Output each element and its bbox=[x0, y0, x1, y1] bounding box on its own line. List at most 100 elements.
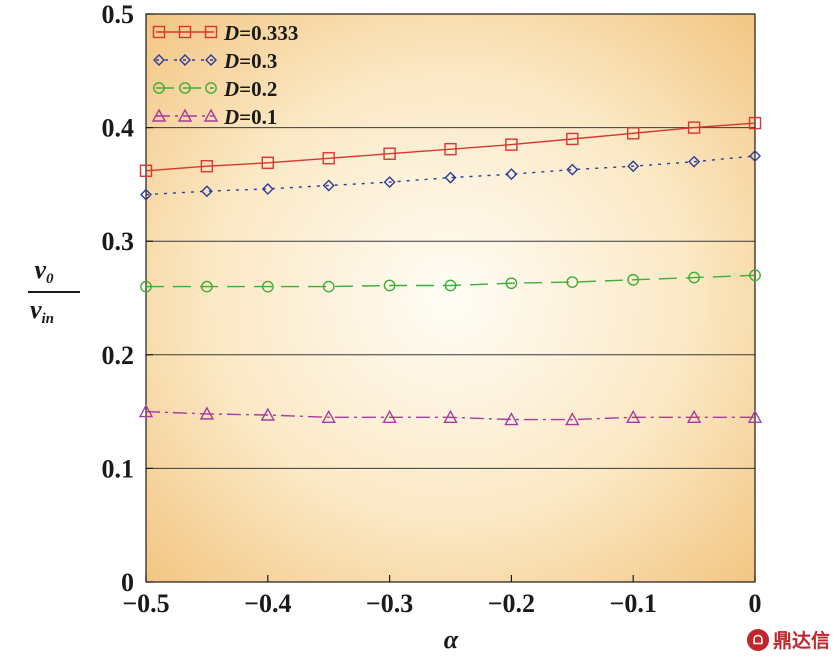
series-layer bbox=[138, 116, 763, 426]
svg-text:vin: vin bbox=[30, 295, 54, 327]
legend-marker bbox=[179, 82, 191, 94]
legend-marker bbox=[152, 25, 166, 39]
data-point bbox=[383, 147, 396, 160]
legend-marker bbox=[204, 25, 218, 39]
y-tick-label: 0.5 bbox=[102, 0, 135, 29]
y-axis-title: v0 vin bbox=[28, 255, 80, 327]
data-point bbox=[200, 185, 213, 198]
data-point bbox=[505, 138, 518, 151]
watermark: ᗝ 鼎达信 bbox=[746, 626, 830, 653]
data-point bbox=[444, 279, 457, 292]
data-point bbox=[565, 412, 580, 426]
data-point bbox=[139, 164, 153, 177]
plot-background bbox=[146, 14, 755, 582]
legend-label: D=0.3 bbox=[223, 49, 277, 73]
data-point bbox=[627, 127, 640, 140]
series-line bbox=[145, 155, 756, 196]
legend-entry: D=0.1 bbox=[151, 105, 277, 129]
legend-marker bbox=[153, 54, 165, 66]
data-point bbox=[686, 409, 702, 423]
svg-text:v0: v0 bbox=[34, 255, 54, 287]
data-point bbox=[383, 176, 396, 189]
data-point bbox=[321, 409, 336, 423]
data-point bbox=[200, 280, 213, 293]
y-title-denominator: v bbox=[30, 295, 42, 324]
legend: D=0.333 D=0.3 D=0.2 D=0.1 bbox=[151, 21, 298, 129]
data-point bbox=[261, 280, 274, 293]
axes: 0 0.1 0.2 0.3 0.4 0.5 −0.5 −0.4 −0.3 −0.2 −0.1 0 bbox=[102, 0, 762, 618]
data-point bbox=[748, 116, 762, 130]
y-title-denominator-sub: in bbox=[42, 311, 55, 327]
data-point bbox=[444, 142, 457, 156]
data-point bbox=[260, 407, 275, 421]
legend-entry: D=0.3 bbox=[153, 49, 277, 73]
y-title-numerator: v bbox=[34, 255, 46, 284]
series-line bbox=[145, 122, 756, 172]
legend-marker bbox=[178, 25, 192, 39]
series-D=0.1 bbox=[138, 404, 763, 426]
series-D=0.333 bbox=[139, 116, 762, 177]
data-point bbox=[688, 271, 700, 284]
data-point bbox=[443, 409, 458, 423]
data-point bbox=[505, 168, 518, 181]
watermark-logo-icon: ᗝ bbox=[746, 628, 769, 651]
data-point bbox=[505, 277, 518, 290]
x-tick-label: −0.4 bbox=[244, 589, 291, 618]
y-tick-label: 0.2 bbox=[102, 341, 135, 370]
x-axis-title: α bbox=[444, 625, 459, 654]
y-tick-label: 0.3 bbox=[102, 227, 135, 256]
data-point bbox=[627, 273, 640, 286]
data-point bbox=[566, 132, 579, 146]
legend-marker bbox=[151, 108, 167, 122]
x-tick-label: −0.3 bbox=[366, 589, 413, 618]
legend-entry: D=0.2 bbox=[153, 77, 277, 101]
data-point bbox=[627, 160, 640, 173]
legend-label: D=0.1 bbox=[223, 105, 277, 129]
data-point bbox=[566, 163, 579, 176]
x-tick-label: −0.5 bbox=[122, 589, 169, 618]
data-point bbox=[322, 152, 335, 165]
legend-marker bbox=[153, 82, 165, 94]
data-point bbox=[504, 412, 519, 426]
data-point bbox=[444, 171, 457, 184]
series-line bbox=[146, 274, 756, 288]
legend-label: D=0.333 bbox=[223, 21, 298, 45]
y-tick-label: 0 bbox=[121, 568, 134, 597]
watermark-text: 鼎达信 bbox=[772, 630, 830, 652]
data-point bbox=[383, 279, 396, 292]
data-point bbox=[749, 269, 761, 282]
plot-frame bbox=[145, 13, 756, 583]
data-point bbox=[747, 409, 763, 423]
data-point bbox=[382, 409, 397, 423]
x-tick-label: 0 bbox=[749, 589, 762, 618]
data-point bbox=[199, 406, 215, 420]
data-point bbox=[322, 179, 335, 192]
data-point bbox=[322, 280, 335, 293]
legend-label: D=0.2 bbox=[223, 77, 277, 101]
x-tick-label: −0.1 bbox=[610, 589, 657, 618]
data-point bbox=[626, 409, 641, 423]
legend-marker bbox=[205, 82, 217, 94]
data-point bbox=[261, 182, 274, 195]
series-D=0.2 bbox=[140, 269, 761, 293]
legend-marker bbox=[179, 54, 191, 66]
data-point bbox=[261, 156, 274, 170]
data-point bbox=[687, 121, 701, 134]
legend-marker bbox=[205, 54, 217, 66]
data-point bbox=[140, 188, 152, 201]
series-D=0.3 bbox=[140, 150, 761, 201]
data-point bbox=[138, 404, 154, 418]
data-point bbox=[200, 160, 214, 173]
series-line bbox=[145, 410, 755, 421]
data-point bbox=[140, 280, 152, 293]
x-tick-label: −0.2 bbox=[488, 589, 535, 618]
grid-lines bbox=[146, 127, 755, 469]
data-point bbox=[566, 276, 579, 288]
legend-entry: D=0.333 bbox=[152, 21, 298, 45]
legend-marker bbox=[203, 108, 219, 122]
y-tick-label: 0.4 bbox=[102, 114, 135, 143]
legend-marker bbox=[177, 108, 193, 122]
y-tick-label: 0.1 bbox=[102, 454, 135, 483]
data-point bbox=[749, 150, 761, 162]
